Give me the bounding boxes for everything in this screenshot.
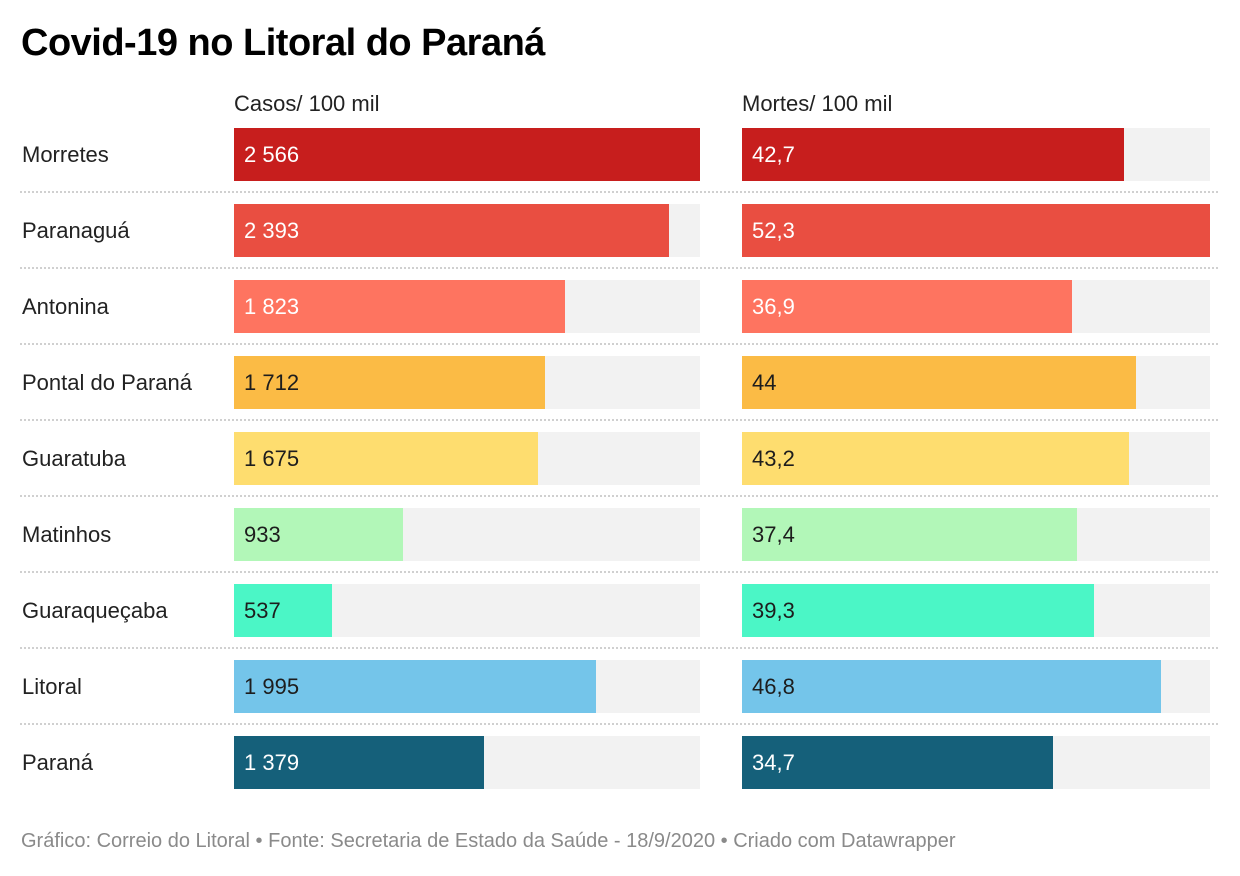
bar (742, 660, 1161, 713)
data-label: 1 675 (244, 445, 300, 471)
category-label: Guaratuba (22, 446, 126, 471)
bar (234, 280, 566, 333)
bar-track: 36,9 (742, 280, 1210, 333)
row-divider (20, 191, 1218, 193)
data-label: 1 823 (244, 293, 300, 319)
bar (742, 432, 1129, 485)
data-label: 43,2 (752, 445, 795, 471)
data-label: 1 995 (244, 673, 300, 699)
bar-track: 1 675 (234, 432, 700, 485)
category-label: Pontal do Paraná (22, 370, 193, 395)
bar (742, 584, 1094, 637)
row-divider (20, 571, 1218, 573)
chart-footer: Gráfico: Correio do Litoral • Fonte: Sec… (21, 830, 956, 852)
bar (742, 736, 1053, 789)
bar-track: 39,3 (742, 584, 1210, 637)
data-label: 2 566 (244, 141, 300, 167)
category-label: Guaraqueçaba (22, 598, 168, 623)
bar (234, 584, 332, 637)
row-divider (20, 267, 1218, 269)
category-label: Paraná (22, 750, 93, 775)
data-label: 42,7 (752, 141, 795, 167)
category-label: Matinhos (22, 522, 112, 547)
data-label: 36,9 (752, 293, 795, 319)
bar-track: 1 995 (234, 660, 700, 713)
data-label: 52,3 (752, 217, 795, 243)
data-label: 34,7 (752, 749, 795, 775)
data-label: 2 393 (244, 217, 300, 243)
data-label: 1 379 (244, 749, 300, 775)
bar (234, 356, 545, 409)
column-header-casos: Casos/ 100 mil (234, 91, 380, 116)
chart-title: Covid-19 no Litoral do Paraná (21, 22, 545, 64)
bar (742, 204, 1210, 257)
bar-track: 52,3 (742, 204, 1210, 257)
row-divider (20, 723, 1218, 725)
bar (234, 508, 404, 561)
bar-track: 1 379 (234, 736, 700, 789)
bar (742, 280, 1073, 333)
column-header-mortes: Mortes/ 100 mil (742, 91, 893, 116)
bar (742, 128, 1125, 181)
data-label: 46,8 (752, 673, 795, 699)
bar (742, 508, 1077, 561)
row-divider (20, 495, 1218, 497)
category-label: Antonina (22, 294, 109, 319)
category-label: Litoral (22, 674, 82, 699)
row-divider (20, 419, 1218, 421)
bar (234, 204, 669, 257)
bar-track: 44 (742, 356, 1210, 409)
bar-track: 46,8 (742, 660, 1210, 713)
bar-track: 37,4 (742, 508, 1210, 561)
bar-track: 34,7 (742, 736, 1210, 789)
bar-track: 1 712 (234, 356, 700, 409)
data-label: 37,4 (752, 521, 795, 547)
bar-track: 537 (234, 584, 700, 637)
bar (234, 128, 700, 181)
bar (742, 356, 1136, 409)
bar (234, 736, 485, 789)
bar-track: 933 (234, 508, 700, 561)
row-divider (20, 647, 1218, 649)
bar-track: 1 823 (234, 280, 700, 333)
data-label: 39,3 (752, 597, 795, 623)
bar-track: 2 393 (234, 204, 700, 257)
category-label: Morretes (22, 142, 109, 167)
bar (234, 432, 539, 485)
data-label: 537 (244, 597, 281, 623)
category-label: Paranaguá (22, 218, 130, 243)
bar (234, 660, 597, 713)
bar-track: 43,2 (742, 432, 1210, 485)
bar-track: 42,7 (742, 128, 1210, 181)
data-label: 933 (244, 521, 281, 547)
data-label: 1 712 (244, 369, 300, 395)
bar-track: 2 566 (234, 128, 700, 181)
data-label: 44 (752, 369, 777, 395)
row-divider (20, 343, 1218, 345)
